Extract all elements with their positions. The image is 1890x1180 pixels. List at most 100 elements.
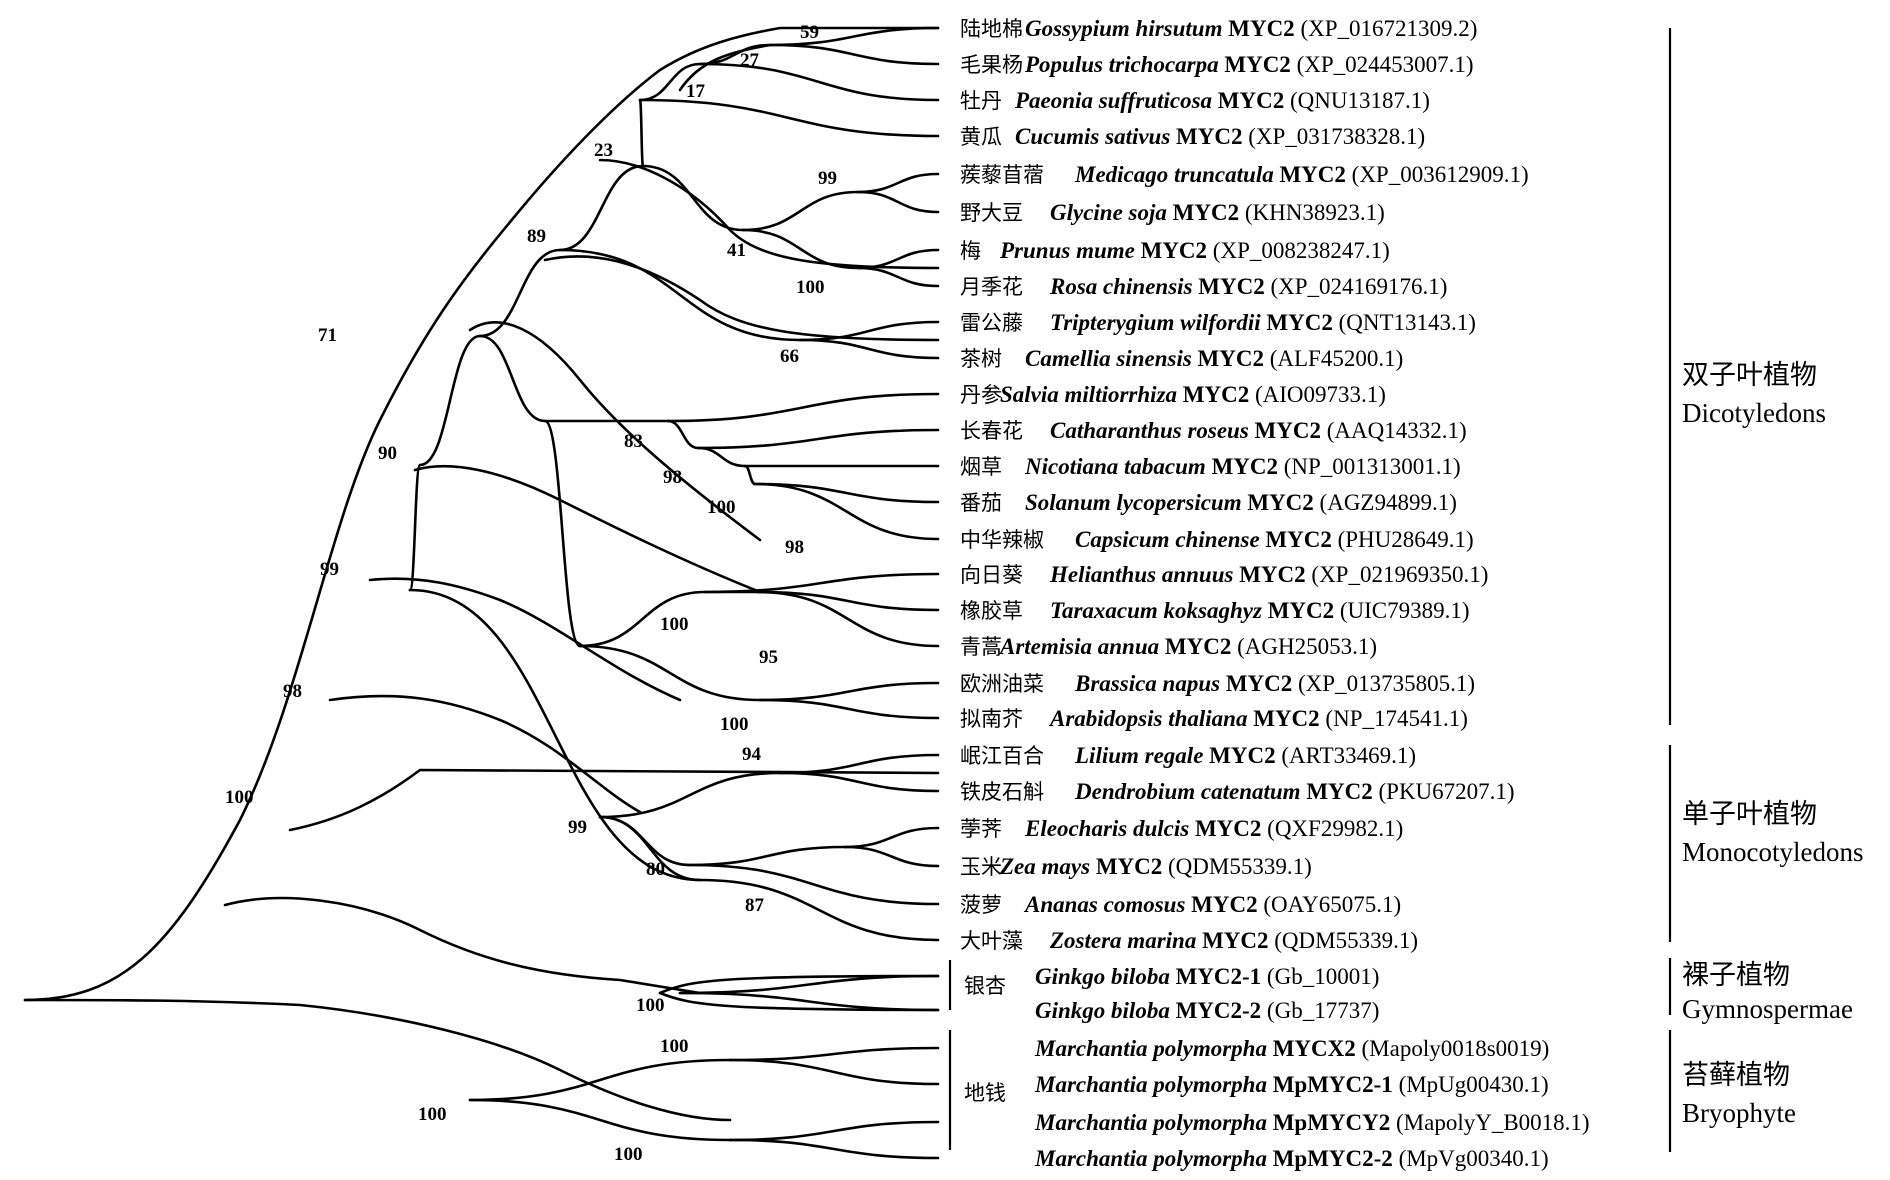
branch-15 (798, 338, 940, 360)
bootstrap-value: 23 (594, 140, 613, 161)
leaf-accession: (XP_031738328.1) (1248, 124, 1425, 149)
branch-3 (698, 62, 940, 102)
bootstrap-value: 98 (283, 681, 302, 702)
dicot-label-en: Dicotyledons (1682, 398, 1826, 428)
branch-47 (598, 815, 702, 882)
bootstrap-value: 100 (636, 995, 665, 1016)
leaf-species: Cucumis sativus (1015, 124, 1176, 149)
bootstrap-value: 98 (785, 537, 804, 558)
leaf-label: Ginkgo biloba MYC2-1 (Gb_10001) (1035, 964, 1379, 989)
branch-44 (688, 863, 940, 906)
branch-17 (558, 248, 802, 342)
branch-35 (543, 419, 582, 648)
branch-61 (328, 694, 642, 814)
ginkgo-sub-label: 银杏 (964, 974, 1006, 998)
leaf-chinese-name: 中华辣椒 (960, 528, 1044, 552)
leaf-accession: (NP_174541.1) (1325, 706, 1467, 731)
branch-64 (468, 321, 762, 542)
branch-63 (413, 464, 762, 594)
leaf-species: Gossypium hirsutum (1025, 16, 1228, 41)
leaf-label: 毛果杨Populus trichocarpa MYC2 (XP_02445300… (960, 52, 1474, 77)
branch-70 (658, 974, 940, 995)
leaf-chinese-name: 拟南芥 (960, 707, 1023, 731)
leaf-accession: (QXF29982.1) (1267, 816, 1403, 841)
monocot-label-cn: 单子叶植物 (1682, 799, 1817, 830)
leaf-label: 烟草 Nicotiana tabacum MYC2 (NP_001313001.1… (960, 454, 1461, 479)
branch-71 (658, 991, 940, 1012)
branch-50 (408, 588, 702, 882)
leaf-gene: MYC2 (1176, 124, 1248, 149)
leaf-chinese-name: 菠萝 (960, 893, 1002, 917)
branch-10 (741, 190, 860, 232)
branch-33 (578, 644, 762, 702)
bootstrap-value: 94 (742, 744, 762, 765)
branch-66 (598, 158, 940, 270)
bootstrap-value: 66 (780, 346, 799, 367)
leaf-label: 铁皮石斛 Dendrobium catenatum MYC2 (PKU67207.… (960, 779, 1515, 804)
leaf-label: 欧洲油菜 Brassica napus MYC2 (XP_013735805.1) (960, 671, 1475, 696)
leaf-gene: MYC2 (1218, 88, 1290, 113)
leaf-gene: MYC2 (1253, 706, 1325, 731)
bootstrap-value: 99 (568, 817, 587, 838)
leaf-species: Helianthus annuus (1049, 562, 1239, 587)
leaf-label: Marchantia polymorpha MpMYCY2 (MapolyY_B… (1034, 1110, 1590, 1135)
leaf-label: 野大豆 Glycine soja MYC2 (KHN38923.1) (960, 200, 1385, 225)
leaf-accession: (MpVg00340.1) (1399, 1146, 1549, 1171)
leaf-accession: (QNT13143.1) (1339, 310, 1476, 335)
leaf-gene: MYC2 (1247, 490, 1319, 515)
branch-51 (678, 974, 940, 995)
leaf-gene: MYC2 (1224, 52, 1296, 77)
leaf-gene: MYC2 (1202, 928, 1274, 953)
leaf-chinese-name: 陆地棉 (960, 17, 1023, 41)
leaf-chinese-name: 梅 (960, 239, 981, 263)
branch-56 (728, 1138, 940, 1160)
leaf-gene: MYC2 (1183, 382, 1255, 407)
leaf-species: Marchantia polymorpha (1034, 1036, 1273, 1061)
bootstrap-value: 87 (745, 895, 765, 916)
bryo-label-cn: 苔藓植物 (1682, 1060, 1790, 1091)
leaf-accession: (ART33469.1) (1281, 743, 1416, 768)
bootstrap-value: 71 (318, 325, 337, 346)
leaf-accession: (MapolyY_B0018.1) (1396, 1110, 1590, 1135)
leaf-label: 玉米Zea mays MYC2 (QDM55339.1) (960, 854, 1312, 879)
leaf-accession: (OAY65075.1) (1263, 892, 1401, 917)
branch-48 (698, 878, 940, 942)
leaf-gene: MYC2 (1191, 892, 1263, 917)
leaf-chinese-name: 丹参 (960, 383, 1002, 407)
leaf-gene: MYC2 (1165, 634, 1237, 659)
leaf-accession: (AGZ94899.1) (1320, 490, 1457, 515)
branch-21 (743, 464, 757, 486)
branch-1 (768, 43, 940, 66)
branch-69 (23, 998, 732, 1122)
bootstrap-value: 41 (727, 240, 746, 261)
leaf-species: Arabidopsis thaliana (1048, 706, 1253, 731)
leaf-chinese-name: 青蒿 (960, 635, 1002, 659)
leaf-label: Marchantia polymorpha MYCX2 (Mapoly0018s… (1034, 1036, 1549, 1061)
branch-19 (753, 482, 940, 541)
leaf-chinese-name: 茶树 (960, 347, 1002, 371)
dicot-label-cn: 双子叶植物 (1682, 360, 1817, 391)
leaf-accession: (AIO09733.1) (1255, 382, 1386, 407)
leaf-accession: (PKU67207.1) (1379, 779, 1515, 804)
leaf-label: Marchantia polymorpha MpMYC2-2 (MpVg0034… (1034, 1146, 1549, 1171)
branch-55 (728, 1120, 940, 1142)
branch-7 (856, 190, 940, 214)
leaf-species: Lilium regale (1074, 743, 1209, 768)
leaf-species: Camellia sinensis (1025, 346, 1198, 371)
leaf-species: Nicotiana tabacum (1024, 454, 1212, 479)
branch-8 (856, 248, 940, 270)
leaf-species: Ginkgo biloba (1035, 998, 1176, 1023)
branch-12 (638, 98, 645, 168)
leaf-species: Medicago truncatula (1074, 162, 1279, 187)
branch-42 (843, 845, 940, 868)
leaf-accession: (XP_024453007.1) (1297, 52, 1474, 77)
leaf-label: 青蒿Artemisia annua MYC2 (AGH25053.1) (960, 634, 1377, 659)
leaf-species: Artemisia annua (998, 634, 1165, 659)
leaf-gene: MYC2 (1226, 671, 1298, 696)
leaf-accession: (XP_016721309.2) (1300, 16, 1477, 41)
branch-32 (578, 590, 707, 648)
branch-62 (368, 577, 682, 702)
leaf-species: Zea mays (999, 854, 1096, 879)
leaf-accession: (QDM55339.1) (1274, 928, 1418, 953)
